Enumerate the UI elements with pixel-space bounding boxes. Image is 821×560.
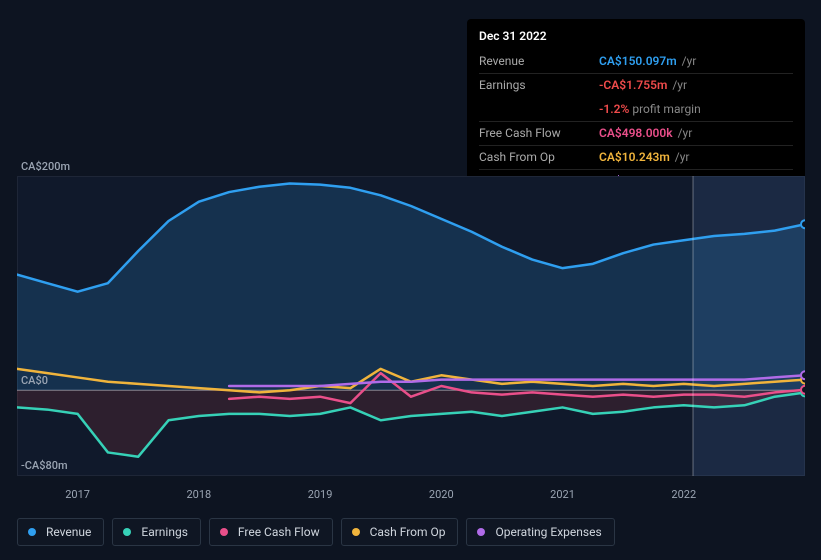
legend-item-opex[interactable]: Operating Expenses — [466, 518, 614, 546]
legend-dot-icon — [28, 528, 36, 536]
legend-label: Earnings — [141, 525, 188, 539]
tooltip-table: RevenueCA$150.097m /yrEarnings-CA$1.755m… — [479, 50, 793, 193]
y-axis-tick-label: -CA$80m — [21, 459, 68, 472]
x-axis-tick-label: 2021 — [550, 488, 575, 501]
y-axis-tick-label: CA$200m — [21, 160, 70, 173]
tooltip-row: Free Cash FlowCA$498.000k /yr — [479, 121, 793, 145]
legend-label: Operating Expenses — [495, 525, 601, 539]
legend-dot-icon — [123, 528, 131, 536]
tooltip-metric-value: -CA$1.755m /yr — [599, 74, 793, 98]
tooltip-metric-value: CA$150.097m /yr — [599, 50, 793, 74]
legend-label: Cash From Op — [370, 525, 446, 539]
legend-dot-icon — [220, 528, 228, 536]
tooltip-metric-label: Earnings — [479, 74, 599, 98]
tooltip-date: Dec 31 2022 — [479, 27, 793, 46]
tooltip-row: RevenueCA$150.097m /yr — [479, 50, 793, 74]
legend-item-cfo[interactable]: Cash From Op — [341, 518, 459, 546]
x-axis-tick-label: 2022 — [671, 488, 696, 501]
legend-dot-icon — [352, 528, 360, 536]
legend-item-earnings[interactable]: Earnings — [112, 518, 201, 546]
legend-label: Free Cash Flow — [238, 525, 320, 539]
legend-item-revenue[interactable]: Revenue — [17, 518, 104, 546]
tooltip-metric-label: Cash From Op — [479, 145, 599, 169]
x-axis-tick-label: 2020 — [429, 488, 454, 501]
tooltip-row: Cash From OpCA$10.243m /yr — [479, 145, 793, 169]
tooltip-sub-row: -1.2% profit margin — [479, 98, 793, 122]
legend-item-fcf[interactable]: Free Cash Flow — [209, 518, 333, 546]
tooltip-metric-label: Free Cash Flow — [479, 121, 599, 145]
x-axis-tick-label: 2017 — [65, 488, 90, 501]
legend-dot-icon — [477, 528, 485, 536]
x-axis-tick-label: 2018 — [186, 488, 211, 501]
tooltip-metric-value: CA$10.243m /yr — [599, 145, 793, 169]
tooltip-row: Earnings-CA$1.755m /yr — [479, 74, 793, 98]
y-axis-tick-label: CA$0 — [21, 374, 48, 387]
legend-label: Revenue — [46, 525, 91, 539]
chart-legend: Revenue Earnings Free Cash Flow Cash From O… — [17, 518, 615, 546]
tooltip-metric-label: Revenue — [479, 50, 599, 74]
tooltip-metric-value: CA$498.000k /yr — [599, 121, 793, 145]
x-axis-tick-label: 2019 — [308, 488, 333, 501]
financials-line-chart[interactable] — [17, 176, 805, 476]
